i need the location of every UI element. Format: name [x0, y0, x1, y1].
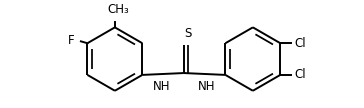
Text: S: S — [184, 27, 191, 40]
Text: Cl: Cl — [294, 68, 306, 81]
Text: NH: NH — [198, 80, 215, 93]
Text: CH₃: CH₃ — [108, 3, 130, 16]
Text: NH: NH — [153, 80, 170, 93]
Text: F: F — [68, 34, 74, 47]
Text: Cl: Cl — [294, 37, 306, 50]
